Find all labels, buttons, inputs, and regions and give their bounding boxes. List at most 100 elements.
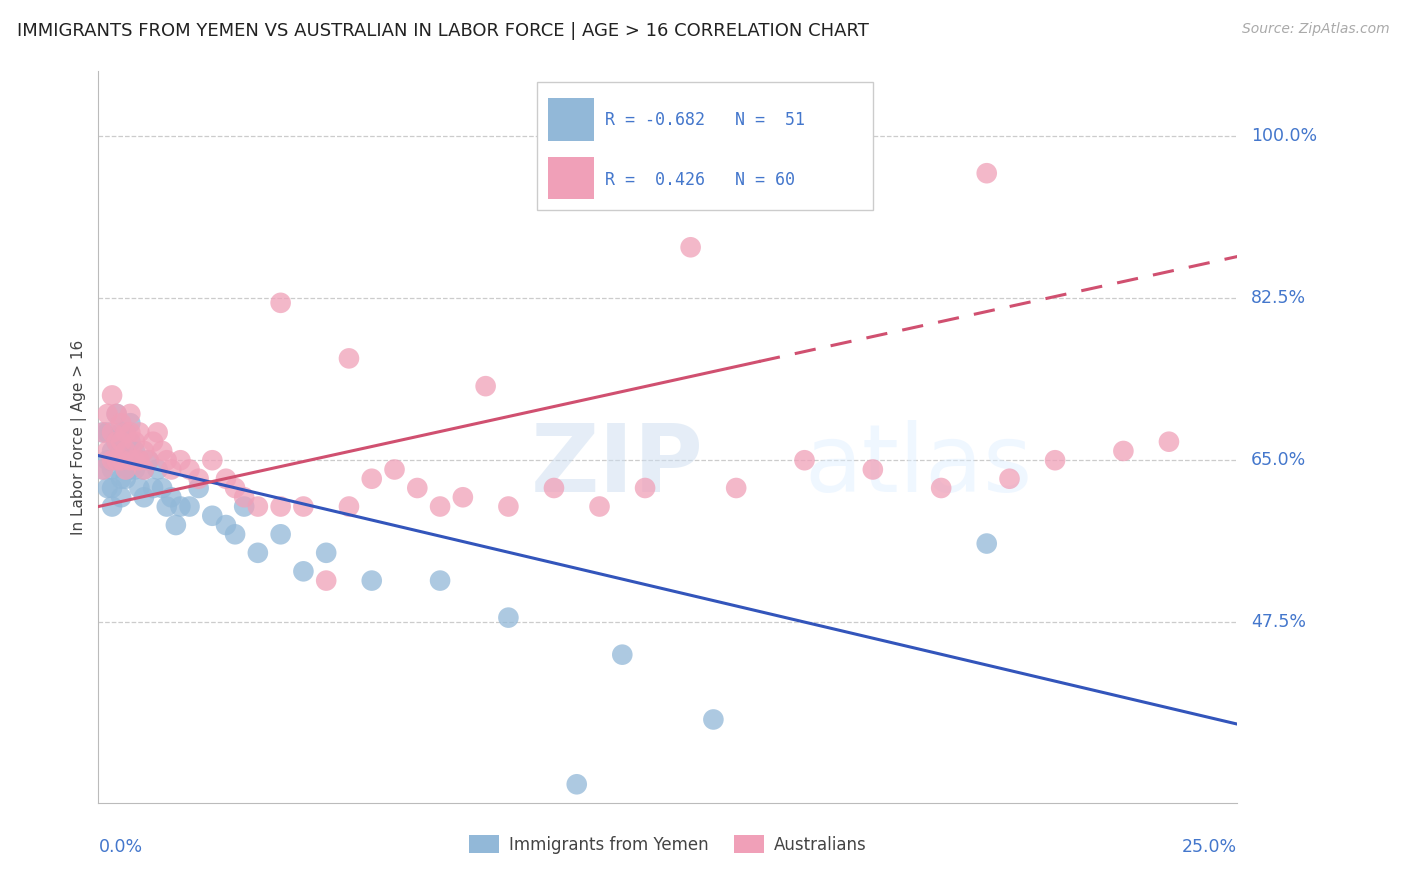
Point — [138, 453, 160, 467]
Point — [101, 481, 124, 495]
Point — [91, 425, 114, 440]
Text: Source: ZipAtlas.com: Source: ZipAtlas.com — [1241, 22, 1389, 37]
Point — [160, 490, 183, 504]
Point — [96, 453, 118, 467]
Point — [124, 434, 146, 449]
Point — [179, 462, 201, 476]
Point — [292, 565, 315, 579]
Point — [862, 462, 884, 476]
Point — [128, 425, 150, 440]
Point — [233, 500, 256, 514]
Point — [96, 407, 118, 421]
Point — [150, 444, 173, 458]
Point — [998, 472, 1021, 486]
Point — [215, 518, 238, 533]
Text: IMMIGRANTS FROM YEMEN VS AUSTRALIAN IN LABOR FORCE | AGE > 16 CORRELATION CHART: IMMIGRANTS FROM YEMEN VS AUSTRALIAN IN L… — [17, 22, 869, 40]
Point — [114, 462, 136, 476]
Point — [1043, 453, 1066, 467]
Text: ZIP: ZIP — [531, 420, 704, 512]
Point — [101, 453, 124, 467]
Point — [498, 500, 520, 514]
Point — [124, 444, 146, 458]
Point — [201, 453, 224, 467]
Text: 100.0%: 100.0% — [1251, 128, 1317, 145]
Legend: Immigrants from Yemen, Australians: Immigrants from Yemen, Australians — [463, 829, 873, 860]
Point — [96, 425, 118, 440]
Point — [91, 462, 114, 476]
Point — [132, 444, 155, 458]
Point — [270, 500, 292, 514]
Point — [114, 425, 136, 440]
Point — [165, 518, 187, 533]
Point — [224, 527, 246, 541]
Point — [201, 508, 224, 523]
Point — [360, 472, 382, 486]
Point — [187, 472, 209, 486]
Point — [110, 425, 132, 440]
Point — [270, 295, 292, 310]
Point — [120, 462, 142, 476]
Point — [725, 481, 748, 495]
Point — [101, 425, 124, 440]
Point — [929, 481, 952, 495]
Point — [169, 500, 191, 514]
Point — [105, 453, 128, 467]
Point — [156, 500, 179, 514]
Point — [429, 574, 451, 588]
Point — [105, 453, 128, 467]
FancyBboxPatch shape — [537, 82, 873, 211]
Point — [150, 481, 173, 495]
Point — [565, 777, 588, 791]
Point — [110, 444, 132, 458]
Point — [169, 453, 191, 467]
Point — [105, 434, 128, 449]
Point — [793, 453, 815, 467]
FancyBboxPatch shape — [548, 98, 593, 141]
Point — [156, 453, 179, 467]
Text: R = -0.682   N =  51: R = -0.682 N = 51 — [605, 111, 806, 128]
Point — [337, 500, 360, 514]
Point — [384, 462, 406, 476]
Point — [292, 500, 315, 514]
Point — [315, 546, 337, 560]
Point — [101, 462, 124, 476]
Point — [110, 434, 132, 449]
Point — [120, 407, 142, 421]
Point — [187, 481, 209, 495]
Point — [110, 490, 132, 504]
Point — [124, 453, 146, 467]
Point — [474, 379, 496, 393]
Point — [246, 500, 269, 514]
Point — [224, 481, 246, 495]
Point — [406, 481, 429, 495]
Text: 47.5%: 47.5% — [1251, 614, 1306, 632]
Point — [120, 453, 142, 467]
Point — [337, 351, 360, 366]
Point — [679, 240, 702, 254]
Point — [1157, 434, 1180, 449]
Point — [120, 416, 142, 430]
Point — [132, 462, 155, 476]
Point — [146, 425, 169, 440]
Point — [132, 462, 155, 476]
Text: 82.5%: 82.5% — [1251, 289, 1306, 307]
Point — [270, 527, 292, 541]
Point — [976, 536, 998, 550]
Point — [91, 462, 114, 476]
Point — [246, 546, 269, 560]
Point — [91, 425, 114, 440]
Point — [138, 453, 160, 467]
Point — [114, 472, 136, 486]
Point — [315, 574, 337, 588]
Text: atlas: atlas — [804, 420, 1033, 512]
Point — [588, 500, 610, 514]
Point — [233, 490, 256, 504]
Point — [612, 648, 634, 662]
Point — [105, 407, 128, 421]
Point — [976, 166, 998, 180]
Y-axis label: In Labor Force | Age > 16: In Labor Force | Age > 16 — [72, 340, 87, 534]
Point — [1112, 444, 1135, 458]
Point — [114, 425, 136, 440]
Point — [120, 425, 142, 440]
Point — [128, 453, 150, 467]
